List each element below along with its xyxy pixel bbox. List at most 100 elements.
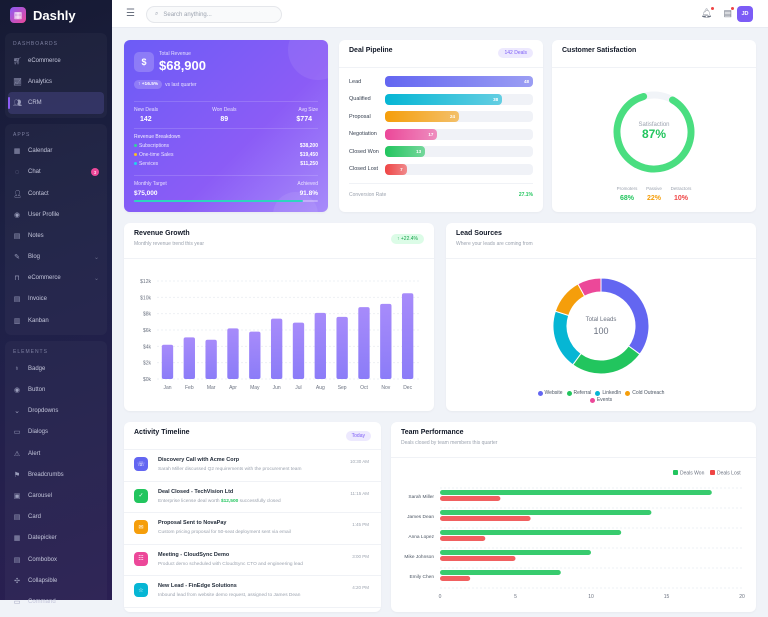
x-tick-label: May bbox=[250, 385, 260, 391]
today-badge[interactable]: Today bbox=[345, 431, 371, 441]
timeline-desc: Custom pricing proposal for 50-seat depl… bbox=[158, 530, 291, 535]
sidebar-item-ecommerce[interactable]: 🛒︎ eCommerce bbox=[5, 50, 107, 71]
revenue-bar[interactable] bbox=[314, 312, 326, 379]
timeline-item[interactable]: ☆ New Lead - FinEdge Solutions Inbound lea… bbox=[124, 576, 381, 608]
sidebar-item-ecommerce[interactable]: ⊓ eCommerce ⌄ bbox=[5, 268, 107, 289]
legend-item[interactable]: Cold Outreach bbox=[625, 390, 664, 396]
sidebar-item-button[interactable]: ◉ Button bbox=[5, 379, 107, 400]
legend-label: Referral bbox=[573, 390, 592, 396]
revenue-bar-chart: $0k $2k $4k $6k $8k $10k $12k Jan Feb Mar Apr May Ju… bbox=[140, 279, 419, 391]
sidebar-item-label: Carousel bbox=[28, 492, 53, 499]
sidebar-item-card[interactable]: ▤ Card bbox=[5, 507, 107, 528]
sidebar-item-calendar[interactable]: ▦ Calendar bbox=[5, 141, 107, 162]
team-bar-deals-won[interactable] bbox=[440, 510, 652, 515]
sidebar-item-contact[interactable]: 👤︎ Contact bbox=[5, 183, 107, 204]
nav-group-title: ELEMENTS bbox=[13, 349, 48, 356]
timeline-item[interactable]: ✉ Proposal Sent to NovaPay Custom pricing … bbox=[124, 513, 381, 545]
revenue-bar[interactable] bbox=[205, 339, 217, 379]
chevron-down-icon[interactable]: ⌄ bbox=[93, 275, 99, 282]
revenue-stat: New Deals 142 bbox=[134, 107, 158, 123]
sidebar-item-combobox[interactable]: ▤ Combobox bbox=[5, 549, 107, 570]
card-title: Revenue Growth bbox=[134, 230, 190, 237]
datepicker-icon: ▦ bbox=[13, 535, 21, 543]
donut-slice-referral[interactable] bbox=[572, 345, 641, 375]
timeline-item[interactable]: ✓ Deal Closed - TechVision Ltd Enterprise … bbox=[124, 482, 381, 513]
stage-bar: 7 bbox=[385, 163, 407, 175]
sidebar-item-label: Analytics bbox=[28, 78, 53, 85]
sidebar-item-notes[interactable]: ▤ Notes bbox=[5, 225, 107, 246]
team-bar-deals-won[interactable] bbox=[440, 490, 712, 495]
legend-label[interactable]: Deals Won bbox=[680, 471, 705, 477]
search-icon: ⌕ bbox=[155, 11, 159, 17]
legend-swatch bbox=[566, 390, 572, 396]
kanban-icon: ▥ bbox=[13, 317, 21, 325]
legend-label: Cold Outreach bbox=[632, 390, 665, 396]
timeline-item[interactable]: ☏ Discovery Call with Acme Corp Sarah Mill… bbox=[124, 450, 381, 482]
revenue-bar[interactable] bbox=[401, 293, 414, 379]
stat-label: Avg Size bbox=[298, 107, 318, 113]
legend-label[interactable]: Deals Lost bbox=[717, 471, 741, 477]
team-bar-deals-lost[interactable] bbox=[440, 536, 486, 541]
sidebar-item-alert[interactable]: ⚠ Alert bbox=[5, 443, 107, 464]
sidebar-item-command[interactable]: ▭ Command bbox=[5, 591, 107, 612]
timeline-item[interactable]: ☷ Meeting - CloudSync Demo Product demo sc… bbox=[124, 545, 381, 576]
card-subtitle: Deals closed by team members this quarte… bbox=[401, 440, 498, 446]
donut-slice-events[interactable] bbox=[577, 277, 602, 297]
total-revenue-card: $ Total Revenue $68,900 ↑ +16.5% vs last… bbox=[124, 40, 328, 212]
revenue-bar[interactable] bbox=[249, 331, 261, 379]
bell-icon[interactable]: 🔔︎ bbox=[700, 7, 714, 18]
search-input[interactable]: ⌕ Search anything... bbox=[146, 6, 282, 23]
sidebar-item-carousel[interactable]: ▣ Carousel bbox=[5, 485, 107, 506]
star-icon: ☆ bbox=[134, 583, 148, 597]
pipeline-stage: Closed Lost 7 bbox=[349, 161, 533, 179]
revenue-bar[interactable] bbox=[380, 303, 392, 379]
legend-swatch bbox=[589, 397, 595, 403]
legend-label: Website bbox=[544, 390, 563, 396]
sidebar-item-invoice[interactable]: ▤ Invoice bbox=[5, 289, 107, 310]
menu-icon[interactable]: ☰ bbox=[126, 8, 135, 19]
team-bar-deals-won[interactable] bbox=[440, 570, 561, 575]
sidebar-item-breadcrumbs[interactable]: ⚑ Breadcrumbs bbox=[5, 464, 107, 485]
sidebar-item-dialogs[interactable]: ▭ Dialogs bbox=[5, 422, 107, 443]
sidebar-item-collapsible[interactable]: ✣ Collapsible bbox=[5, 570, 107, 591]
x-tick-label: Jan bbox=[163, 385, 171, 391]
y-tick-label: Anna Lopez bbox=[408, 534, 434, 540]
legend-item[interactable]: Website bbox=[537, 390, 563, 396]
revenue-bar[interactable] bbox=[358, 307, 370, 379]
donut-slice-linkedin[interactable] bbox=[552, 310, 582, 366]
avatar[interactable]: JD bbox=[737, 6, 753, 22]
team-bar-deals-lost[interactable] bbox=[440, 556, 516, 561]
revenue-bar[interactable] bbox=[183, 337, 195, 379]
sidebar-item-user-profile[interactable]: ◉ User Profile bbox=[5, 204, 107, 225]
sidebar-item-blog[interactable]: ✎ Blog ⌄ bbox=[5, 247, 107, 268]
legend-item[interactable]: Events bbox=[589, 397, 612, 403]
revenue-bar[interactable] bbox=[336, 316, 348, 379]
sidebar-item-analytics[interactable]: 📈︎ Analytics bbox=[5, 71, 107, 92]
sidebar-item-crm[interactable]: 👥︎ CRM bbox=[8, 92, 104, 114]
calendar-icon: ▦ bbox=[13, 148, 21, 156]
legend-item[interactable]: LinkedIn bbox=[595, 390, 621, 396]
legend-item[interactable]: Referral bbox=[566, 390, 592, 396]
sidebar-item-badge[interactable]: ♁ Badge bbox=[5, 358, 107, 379]
team-bar-deals-lost[interactable] bbox=[440, 496, 501, 501]
satisfaction-breakdown: Detractors 10% bbox=[668, 186, 694, 202]
revenue-bar[interactable] bbox=[270, 318, 283, 379]
revenue-bar[interactable] bbox=[292, 322, 305, 379]
sidebar-item-kanban[interactable]: ▥ Kanban bbox=[5, 310, 107, 331]
breakdown-value: 22% bbox=[646, 195, 661, 202]
message-icon[interactable]: ▤ bbox=[723, 7, 734, 18]
chevron-down-icon[interactable]: ⌄ bbox=[93, 254, 99, 261]
sidebar-item-datepicker[interactable]: ▦ Datepicker bbox=[5, 528, 107, 549]
team-bar-deals-won[interactable] bbox=[440, 550, 591, 555]
revenue-bar[interactable] bbox=[227, 328, 239, 379]
satisfaction-breakdown: Promoters 68% bbox=[614, 186, 640, 202]
legend-swatch bbox=[595, 390, 601, 396]
team-bar-deals-won[interactable] bbox=[440, 530, 622, 535]
sidebar-item-chat[interactable]: ◌ Chat 3 bbox=[5, 162, 107, 183]
team-bar-deals-lost[interactable] bbox=[440, 576, 471, 581]
sidebar-item-dropdowns[interactable]: ⌄ Dropdowns bbox=[5, 401, 107, 422]
pipeline-stage: Proposal 24 bbox=[349, 108, 533, 126]
logo[interactable]: ▦ Dashly bbox=[0, 0, 112, 30]
revenue-bar[interactable] bbox=[161, 344, 174, 379]
team-bar-deals-lost[interactable] bbox=[440, 516, 531, 521]
